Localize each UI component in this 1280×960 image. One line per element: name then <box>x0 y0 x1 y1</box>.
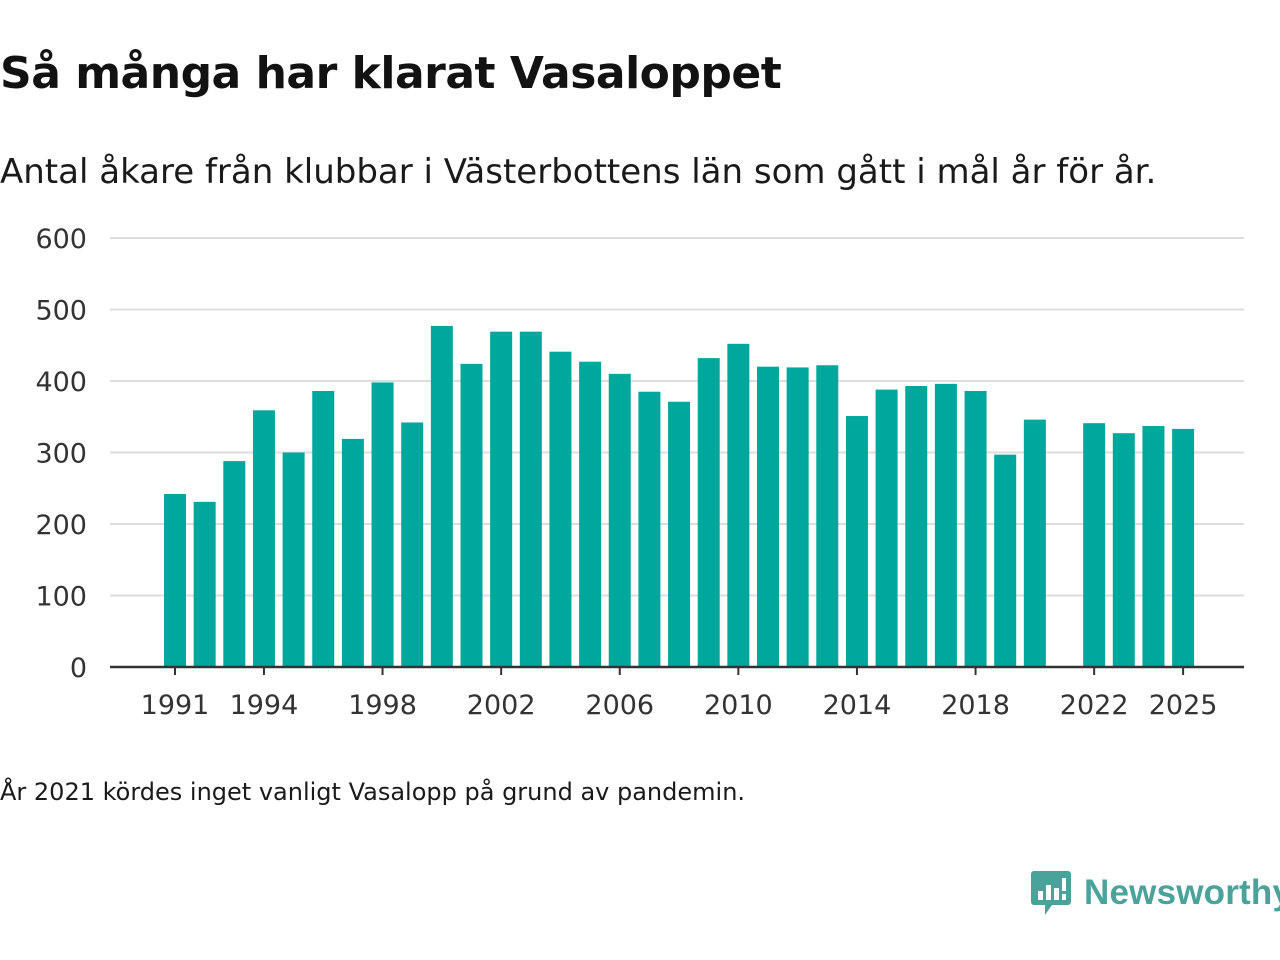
newsworthy-brand[interactable]: Newsworthy <box>1030 868 1280 918</box>
bar-chart: 0 100 200 300 400 500 600 1991 1994 1998 2002 2006… <box>35 224 1244 721</box>
bar-2014 <box>845 416 868 667</box>
bar-1995 <box>282 452 305 667</box>
bar-1999 <box>401 422 424 667</box>
bar-2024 <box>1142 426 1165 667</box>
chart-subtitle: Antal åkare från klubbar i Västerbottens… <box>0 152 1157 192</box>
bar-1997 <box>341 438 364 667</box>
bar-2016 <box>905 386 928 667</box>
bar-2019 <box>994 454 1017 667</box>
bar-2012 <box>786 367 809 667</box>
bar-2005 <box>579 361 602 667</box>
x-tick-label: 2022 <box>1060 690 1129 721</box>
bar-1996 <box>312 391 335 667</box>
bar-2006 <box>608 373 631 667</box>
bar-2013 <box>816 365 839 667</box>
y-tick-label: 100 <box>35 582 87 613</box>
bar-1992 <box>193 501 216 667</box>
x-tick-label: 2006 <box>585 690 654 721</box>
x-tick-label: 1994 <box>230 690 299 721</box>
bar-1998 <box>371 382 394 667</box>
bar-2022 <box>1083 423 1106 667</box>
bar-2023 <box>1112 433 1135 667</box>
bar-1991 <box>164 493 186 667</box>
newsworthy-logo-icon <box>1031 871 1071 915</box>
bar-2008 <box>668 401 691 667</box>
bar-2004 <box>549 351 572 667</box>
bar-2015 <box>875 389 898 667</box>
bar-1993 <box>223 461 246 667</box>
bar-2000 <box>430 325 453 667</box>
y-axis-labels: 0 100 200 300 400 500 600 <box>35 224 87 684</box>
bar-2025 <box>1172 428 1195 667</box>
bar-2011 <box>757 366 779 667</box>
x-tick-label: 1991 <box>141 690 210 721</box>
bar-2017 <box>934 383 957 667</box>
bar-2002 <box>490 331 513 667</box>
brand-name: Newsworthy <box>1084 873 1280 912</box>
y-tick-label: 600 <box>35 224 87 255</box>
x-tick-label: 2018 <box>941 690 1010 721</box>
bar-2018 <box>964 391 987 667</box>
bar-2010 <box>727 343 750 667</box>
y-tick-label: 300 <box>35 439 87 470</box>
x-tick-label: 2014 <box>823 690 892 721</box>
bar-2007 <box>638 391 661 667</box>
bar-2003 <box>519 331 542 667</box>
bar-2001 <box>460 363 483 667</box>
x-axis-ticks: 1991 1994 1998 2002 2006 2010 2014 2018 2022 2025 <box>141 667 1218 721</box>
bar-1994 <box>252 410 275 667</box>
chart-title: Så många har klarat Vasaloppet <box>0 48 782 99</box>
x-tick-label: 2010 <box>704 690 773 721</box>
y-tick-label: 0 <box>70 653 87 684</box>
y-tick-label: 200 <box>35 510 87 541</box>
footnote: År 2021 kördes inget vanligt Vasalopp på… <box>0 778 746 806</box>
y-tick-label: 400 <box>35 367 87 398</box>
bar-2009 <box>697 358 720 667</box>
x-tick-label: 2002 <box>467 690 536 721</box>
y-tick-label: 500 <box>35 296 87 327</box>
bars <box>164 325 1195 667</box>
bar-2020 <box>1023 419 1046 667</box>
x-tick-label: 2025 <box>1149 690 1218 721</box>
x-tick-label: 1998 <box>348 690 417 721</box>
